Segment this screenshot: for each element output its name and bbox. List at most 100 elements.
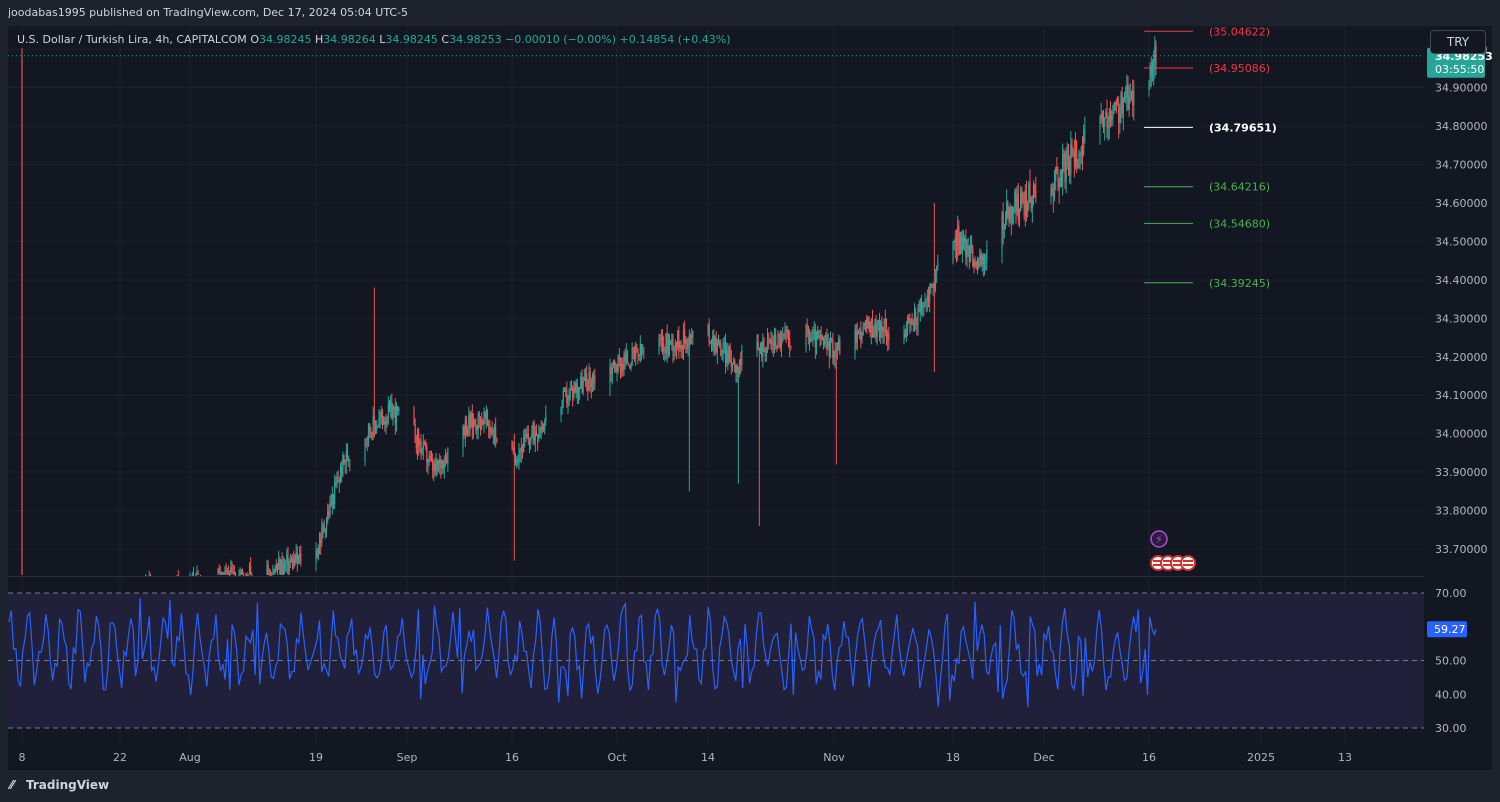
candle-body — [280, 560, 282, 575]
candle-body — [916, 322, 918, 325]
candle-body — [619, 359, 622, 373]
candle-body — [825, 334, 827, 339]
candle-body — [495, 426, 497, 439]
currency-button[interactable]: TRY — [1430, 30, 1486, 54]
candle-body — [429, 455, 431, 458]
candle-body — [623, 356, 625, 370]
y-tick-label: 34.90000 — [1435, 82, 1488, 95]
candle-body — [328, 511, 330, 516]
candle-body — [342, 454, 344, 476]
candle-body — [1013, 208, 1015, 213]
candle-body — [582, 381, 584, 393]
x-tick-label: 19 — [309, 751, 323, 764]
candle-body — [226, 570, 228, 572]
candle-body — [768, 337, 770, 339]
candle-body — [433, 463, 435, 471]
x-tick-label: 22 — [113, 751, 127, 764]
candle-body — [1126, 85, 1128, 98]
candle-body — [1001, 213, 1003, 250]
candle-body — [982, 255, 984, 265]
candle-body — [243, 575, 245, 576]
candle-body — [720, 342, 722, 356]
candle-body — [346, 451, 349, 461]
candle-body — [423, 441, 426, 444]
candle-body — [394, 406, 396, 424]
candle-body — [220, 572, 223, 575]
candle-body — [1028, 182, 1030, 204]
us-flag-stripe — [1153, 564, 1163, 566]
candle-body — [1084, 128, 1086, 133]
candle-body — [420, 441, 422, 453]
candle-body — [278, 559, 280, 570]
candle-body — [719, 342, 721, 344]
level-label: (34.39245) — [1209, 277, 1270, 290]
candle-body — [475, 423, 477, 430]
candle-body — [981, 255, 983, 265]
candle-body — [919, 299, 921, 312]
candle-body — [320, 540, 322, 543]
candle-body — [665, 333, 667, 352]
y-tick-label: 33.90000 — [1435, 466, 1488, 479]
candle-body — [422, 441, 424, 449]
candle-body — [435, 460, 437, 473]
rsi-line — [8, 598, 1157, 708]
close-label: C — [441, 33, 450, 46]
tradingview-logo-icon: ⁄⁄ — [10, 778, 15, 792]
candle-body — [516, 460, 518, 464]
candle-body — [855, 329, 857, 343]
candle-body — [577, 389, 580, 393]
candle-body — [772, 344, 774, 346]
change-value-2: +0.14854 (+0.43%) — [619, 33, 731, 46]
candle-body — [1006, 201, 1008, 222]
x-tick-label: 14 — [701, 751, 715, 764]
candle-body — [716, 342, 718, 353]
tradingview-logo[interactable]: ⁄⁄ TradingView — [10, 778, 109, 792]
candle-body — [911, 320, 913, 324]
candle-body — [248, 566, 251, 575]
candle-body — [807, 325, 809, 335]
candle-body — [593, 375, 595, 381]
candle-body — [1115, 101, 1117, 105]
candle-body — [961, 237, 963, 253]
candle-body — [386, 420, 388, 424]
candle-body — [539, 432, 541, 434]
candle-body — [773, 334, 776, 346]
candle-body — [1052, 193, 1054, 196]
candle-body — [737, 367, 739, 373]
candle-body — [231, 567, 233, 573]
candle-body — [671, 338, 673, 341]
candle-body — [675, 343, 678, 348]
candle-body — [482, 420, 484, 425]
x-tick-label: Sep — [397, 751, 418, 764]
candle-body — [789, 337, 791, 346]
candle-body — [589, 371, 591, 381]
pane-separator[interactable] — [8, 576, 1424, 577]
candle-body — [380, 412, 382, 418]
candle-body — [281, 560, 283, 575]
candle-body — [290, 558, 293, 562]
candle-body — [658, 339, 660, 352]
candle-body — [730, 358, 732, 367]
candle-body — [383, 418, 385, 425]
candle-body — [867, 317, 869, 329]
candle-body — [416, 430, 419, 449]
candle-body — [545, 414, 547, 422]
candle-body — [195, 575, 197, 576]
candle-body — [440, 459, 442, 469]
candle-body — [822, 340, 825, 345]
candle-body — [318, 540, 321, 550]
candle-body — [1078, 154, 1080, 166]
candle-body — [931, 284, 933, 287]
candle-body — [296, 552, 298, 561]
candle-body — [1050, 187, 1052, 198]
candle-body — [434, 463, 436, 473]
candle-body — [392, 409, 394, 420]
candle-body — [330, 501, 332, 505]
candle-body — [373, 415, 375, 424]
candle-body — [687, 343, 689, 349]
candle-body — [483, 412, 485, 425]
candle-body — [736, 364, 738, 373]
candle-body — [534, 433, 536, 441]
candle-body — [625, 352, 627, 362]
